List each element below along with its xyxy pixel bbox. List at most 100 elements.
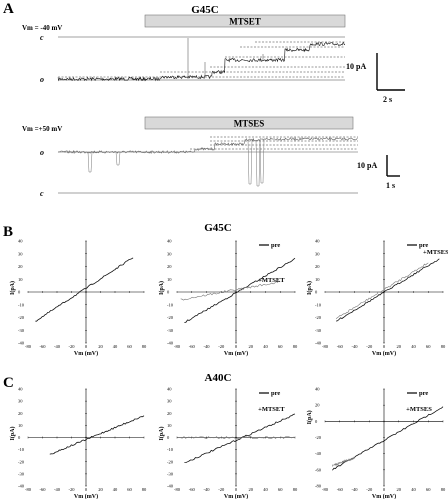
- x-tick-label: -80: [25, 487, 32, 492]
- y-tick-label: -60: [315, 467, 322, 472]
- iv-plot-c3: -80 -60 -40 -20 0 20 40 60 80 -80 -60 -40 -20 0 20 40 I(…: [306, 387, 446, 499]
- y-tick-label: -10: [315, 302, 322, 307]
- x-tick-label: 80: [441, 487, 446, 492]
- treatment-label: +MTSES: [423, 249, 448, 256]
- x-tick-label: -20: [218, 344, 225, 349]
- treatment-label: +MTSES: [406, 406, 432, 413]
- trace2-scale-current: 10 pA: [357, 161, 377, 170]
- x-tick-label: -60: [40, 487, 47, 492]
- x-tick-label: 80: [293, 344, 298, 349]
- y-tick-label: 10: [18, 423, 23, 428]
- iv-plot-b3: -80 -60 -40 -20 0 20 40 60 80 -40 -30 -20 -10 0 10 20 30…: [306, 239, 448, 358]
- y-axis-label: I(pA): [306, 410, 313, 424]
- x-tick-label: 20: [397, 344, 402, 349]
- y-tick-label: 20: [315, 264, 320, 269]
- x-tick-label: 80: [142, 344, 147, 349]
- y-tick-label: 20: [315, 403, 320, 408]
- trace2-closing-event: [247, 139, 253, 185]
- y-tick-label: 30: [18, 399, 23, 404]
- treatment-label: +MTSET: [258, 406, 285, 413]
- trace2-current-trace: [57, 136, 358, 155]
- x-tick-label: 0: [235, 344, 238, 349]
- y-tick-label: 30: [167, 251, 172, 256]
- y-tick-label: -10: [18, 447, 25, 452]
- x-tick-label: -60: [189, 344, 196, 349]
- y-tick-label: 40: [315, 387, 320, 392]
- y-tick-label: -20: [18, 459, 25, 464]
- y-tick-label: -10: [18, 302, 25, 307]
- panel-a-title: G45C: [191, 4, 219, 16]
- x-tick-label: -60: [337, 487, 344, 492]
- trace2-open-label: o: [40, 148, 44, 157]
- x-tick-label: 80: [293, 487, 298, 492]
- x-tick-label: -40: [352, 487, 359, 492]
- y-tick-label: 20: [18, 264, 23, 269]
- x-tick-label: -80: [322, 487, 329, 492]
- legend-pre-label: pre: [271, 390, 280, 397]
- x-axis-label: Vm (mV): [224, 493, 248, 499]
- treatment-label: +MTSET: [258, 277, 285, 284]
- y-tick-label: -40: [167, 484, 174, 489]
- y-tick-label: -40: [315, 341, 322, 346]
- trace1-level-guides: [58, 41, 345, 78]
- x-tick-label: 20: [98, 344, 103, 349]
- y-tick-label: 40: [315, 239, 320, 244]
- x-tick-label: -60: [189, 487, 196, 492]
- y-tick-label: -20: [315, 315, 322, 320]
- y-tick-label: -10: [167, 302, 174, 307]
- y-tick-label: -30: [167, 328, 174, 333]
- x-tick-label: 60: [426, 344, 431, 349]
- trace2-closed-label: c: [40, 189, 44, 198]
- y-tick-label: 0: [315, 419, 318, 424]
- x-tick-label: 20: [249, 344, 254, 349]
- trace2-closing-event: [255, 139, 261, 187]
- mtses-bar-label: MTSES: [234, 119, 265, 129]
- x-tick-label: -40: [204, 487, 211, 492]
- panel-c-title: A40C: [205, 372, 232, 384]
- x-axis-label: Vm (mV): [372, 493, 396, 499]
- x-tick-label: 20: [397, 487, 402, 492]
- y-axis-label: I(pA): [306, 281, 313, 295]
- y-axis-label: I(pA): [158, 426, 165, 440]
- x-tick-label: -20: [366, 344, 373, 349]
- panel-letter-a: A: [3, 1, 14, 17]
- y-tick-label: 0: [315, 290, 318, 295]
- iv-plot-b1: -80 -60 -40 -20 0 20 40 60 80 -40 -30 -20 -10 0 10 20 30…: [9, 239, 147, 358]
- y-tick-label: -40: [315, 451, 322, 456]
- x-tick-label: 60: [127, 344, 132, 349]
- y-tick-label: 40: [167, 239, 172, 244]
- y-tick-label: 30: [167, 399, 172, 404]
- x-tick-label: -20: [69, 487, 76, 492]
- iv-plot-b2: -80 -60 -40 -20 0 20 40 60 80 -40 -30 -20 -10 0 10 20 30…: [158, 239, 298, 358]
- y-tick-label: 0: [167, 290, 170, 295]
- x-tick-label: 80: [142, 487, 147, 492]
- trace2-closing-event: [259, 139, 265, 184]
- mtset-bar-label: MTSET: [229, 17, 261, 27]
- trace2-closing-event: [115, 151, 121, 166]
- y-tick-label: 0: [167, 435, 170, 440]
- x-tick-label: 40: [263, 344, 268, 349]
- iv-series-line: [49, 415, 145, 455]
- y-tick-label: 20: [18, 411, 23, 416]
- y-tick-label: 0: [18, 435, 21, 440]
- y-tick-label: 10: [167, 277, 172, 282]
- trace1-scale-current: 10 pA: [346, 62, 366, 71]
- y-tick-label: 40: [18, 387, 23, 392]
- x-tick-label: 80: [441, 344, 446, 349]
- y-tick-label: -30: [315, 328, 322, 333]
- x-tick-label: -20: [69, 344, 76, 349]
- x-tick-label: 0: [85, 487, 88, 492]
- y-tick-label: 20: [167, 411, 172, 416]
- iv-series-line: [332, 406, 444, 471]
- x-tick-label: -80: [174, 487, 181, 492]
- x-tick-label: -60: [40, 344, 47, 349]
- y-tick-label: 40: [167, 387, 172, 392]
- y-tick-label: 20: [167, 264, 172, 269]
- x-tick-label: -40: [54, 344, 61, 349]
- iv-series-line: [336, 258, 440, 322]
- y-tick-label: 40: [18, 239, 23, 244]
- x-tick-label: -40: [352, 344, 359, 349]
- x-tick-label: 40: [263, 487, 268, 492]
- trace1-closed-label: c: [40, 33, 44, 42]
